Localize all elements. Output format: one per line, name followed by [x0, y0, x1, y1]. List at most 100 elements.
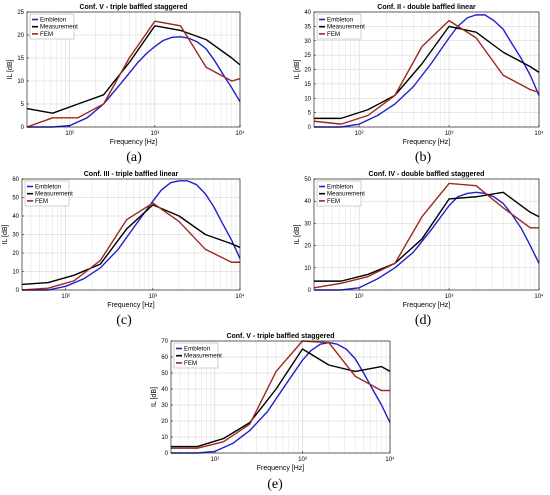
y-tick-label: 50 [12, 196, 19, 202]
x-tick-label: 10² [65, 131, 74, 137]
y-tick-label: 30 [161, 403, 168, 409]
x-tick-label: 10² [61, 294, 70, 300]
legend-label: FEM [327, 198, 340, 205]
y-axis-label: IL [dB] [2, 224, 9, 244]
y-tick-label: 10 [12, 270, 19, 276]
x-axis-label: Frequency [Hz] [110, 139, 158, 146]
y-tick-label: 60 [12, 177, 19, 183]
x-tick-label: 10⁴ [534, 293, 544, 300]
series-line-embleton [314, 191, 540, 291]
y-tick-label: 60 [161, 355, 168, 361]
x-axis-label: Frequency [Hz] [403, 302, 451, 309]
y-tick-label: 10 [161, 435, 168, 441]
y-tick-label: 50 [304, 177, 311, 183]
y-tick-label: 70 [161, 339, 168, 345]
x-tick-label: 10³ [445, 294, 454, 300]
y-tick-label: 30 [12, 233, 19, 239]
series-line-fem [26, 20, 241, 128]
y-tick-label: 5 [308, 111, 312, 117]
y-tick-label: 40 [161, 387, 168, 393]
legend-label: FEM [35, 198, 48, 205]
y-tick-label: 20 [161, 419, 168, 425]
panel-letter: (d) [415, 313, 432, 328]
y-tick-label: 30 [304, 221, 311, 227]
series-line-fem [171, 340, 390, 449]
series-line-embleton [27, 36, 241, 128]
x-tick-label: 10³ [151, 131, 160, 137]
y-tick-label: 20 [17, 33, 24, 39]
panel-letter: (a) [126, 150, 142, 165]
y-tick-label: 0 [308, 288, 312, 294]
legend-label: Measurement [327, 24, 365, 31]
x-tick-label: 10⁴ [385, 456, 395, 463]
plot-frame [26, 11, 241, 128]
x-tick-label: 10⁴ [235, 130, 245, 137]
y-tick-label: 40 [304, 10, 311, 16]
x-axis-label: Frequency [Hz] [257, 465, 305, 472]
legend-label: Embleton [35, 184, 62, 191]
chart-title: Conf. III - triple baffled linear [84, 171, 179, 178]
y-tick-label: 30 [304, 39, 311, 45]
legend-label: FEM [327, 31, 340, 38]
y-tick-label: 0 [165, 451, 169, 457]
y-tick-label: 25 [17, 10, 24, 16]
y-tick-label: 20 [304, 68, 311, 74]
series-line-embleton [314, 14, 540, 128]
x-tick-label: 10³ [149, 294, 158, 300]
x-tick-label: 10² [355, 294, 364, 300]
legend-label: Measurement [327, 191, 365, 198]
x-axis-label: Frequency [Hz] [403, 139, 451, 146]
legend-label: Embleton [327, 184, 354, 191]
chart-panel-2: 0 5 10 15 20 25 30 35 40 10² 10³ 10⁴ Conf. II - doub… [294, 4, 544, 165]
y-tick-label: 10 [17, 79, 24, 85]
y-tick-label: 40 [304, 199, 311, 205]
y-tick-label: 15 [17, 56, 24, 62]
chart-title: Conf. II - double baffled linear [377, 4, 476, 11]
y-tick-label: 25 [304, 53, 311, 59]
x-axis-label: Frequency [Hz] [107, 302, 155, 309]
series-line-fem [313, 19, 540, 125]
plot-frame [313, 178, 540, 291]
y-tick-label: 0 [308, 125, 312, 131]
y-tick-label: 40 [12, 214, 19, 220]
chart-title: Conf. IV - double baffled staggered [369, 171, 485, 178]
series-line-measurement [171, 348, 391, 448]
y-axis-label: IL [dB] [294, 59, 301, 79]
x-tick-label: 10² [355, 131, 364, 137]
y-tick-label: 35 [304, 24, 311, 30]
y-tick-label: 0 [16, 288, 20, 294]
legend-label: Measurement [40, 24, 78, 31]
legend-label: Embleton [327, 17, 354, 24]
chart-panel-1: 0 5 10 15 20 25 10² 10³ 10⁴ Conf. V - triple baff… [7, 4, 245, 165]
y-tick-label: 50 [161, 371, 168, 377]
panel-letter: (c) [116, 313, 132, 328]
series-line-fem [313, 182, 539, 289]
chart-panel-3: 0 10 20 30 40 50 60 10² 10³ 10⁴ Conf. III - triple… [2, 171, 245, 328]
legend-label: Embleton [184, 346, 211, 353]
y-tick-label: 0 [21, 125, 25, 131]
series-line-measurement [21, 204, 241, 286]
legend-label: FEM [40, 31, 53, 38]
series-line-embleton [171, 341, 391, 454]
x-tick-label: 10³ [445, 131, 454, 137]
chart-panel-4: 0 10 20 30 40 50 10² 10³ 10⁴ Conf. IV - double ba… [294, 171, 544, 328]
series-line-fem [21, 202, 240, 291]
y-axis-label: IL [dB] [7, 59, 14, 79]
series-line-measurement [26, 25, 241, 114]
chart-title: Conf. V - triple baffled staggered [226, 333, 334, 340]
y-tick-label: 20 [12, 251, 19, 257]
legend-label: FEM [184, 360, 197, 367]
series-line-measurement [314, 191, 540, 282]
series-line-measurement [314, 25, 540, 120]
chart-panel-5: 0 10 20 30 40 50 60 70 10² 10³ 10⁴ Conf. V - triple… [151, 333, 395, 492]
legend-label: Embleton [40, 17, 67, 24]
y-tick-label: 10 [304, 96, 311, 102]
legend-label: Measurement [184, 353, 222, 360]
x-tick-label: 10³ [298, 457, 307, 463]
y-tick-label: 10 [304, 266, 311, 272]
